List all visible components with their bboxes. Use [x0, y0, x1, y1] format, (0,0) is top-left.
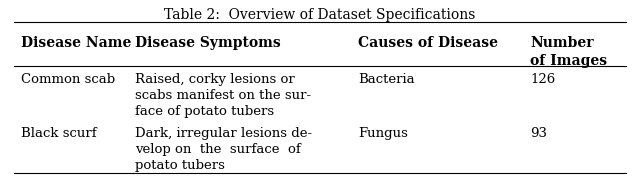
- Text: Common scab: Common scab: [20, 73, 115, 86]
- Text: Bacteria: Bacteria: [358, 73, 415, 86]
- Text: Disease Name: Disease Name: [20, 36, 131, 50]
- Text: Black scurf: Black scurf: [20, 127, 96, 140]
- Text: 126: 126: [531, 73, 556, 86]
- Text: Number
of Images: Number of Images: [531, 36, 607, 68]
- Text: Disease Symptoms: Disease Symptoms: [135, 36, 281, 50]
- Text: Dark, irregular lesions de-
velop on  the  surface  of
potato tubers: Dark, irregular lesions de- velop on the…: [135, 127, 312, 172]
- Text: 93: 93: [531, 127, 547, 140]
- Text: Fungus: Fungus: [358, 127, 408, 140]
- Text: Causes of Disease: Causes of Disease: [358, 36, 498, 50]
- Text: Table 2:  Overview of Dataset Specifications: Table 2: Overview of Dataset Specificati…: [164, 8, 476, 22]
- Text: Raised, corky lesions or
scabs manifest on the sur-
face of potato tubers: Raised, corky lesions or scabs manifest …: [135, 73, 311, 118]
